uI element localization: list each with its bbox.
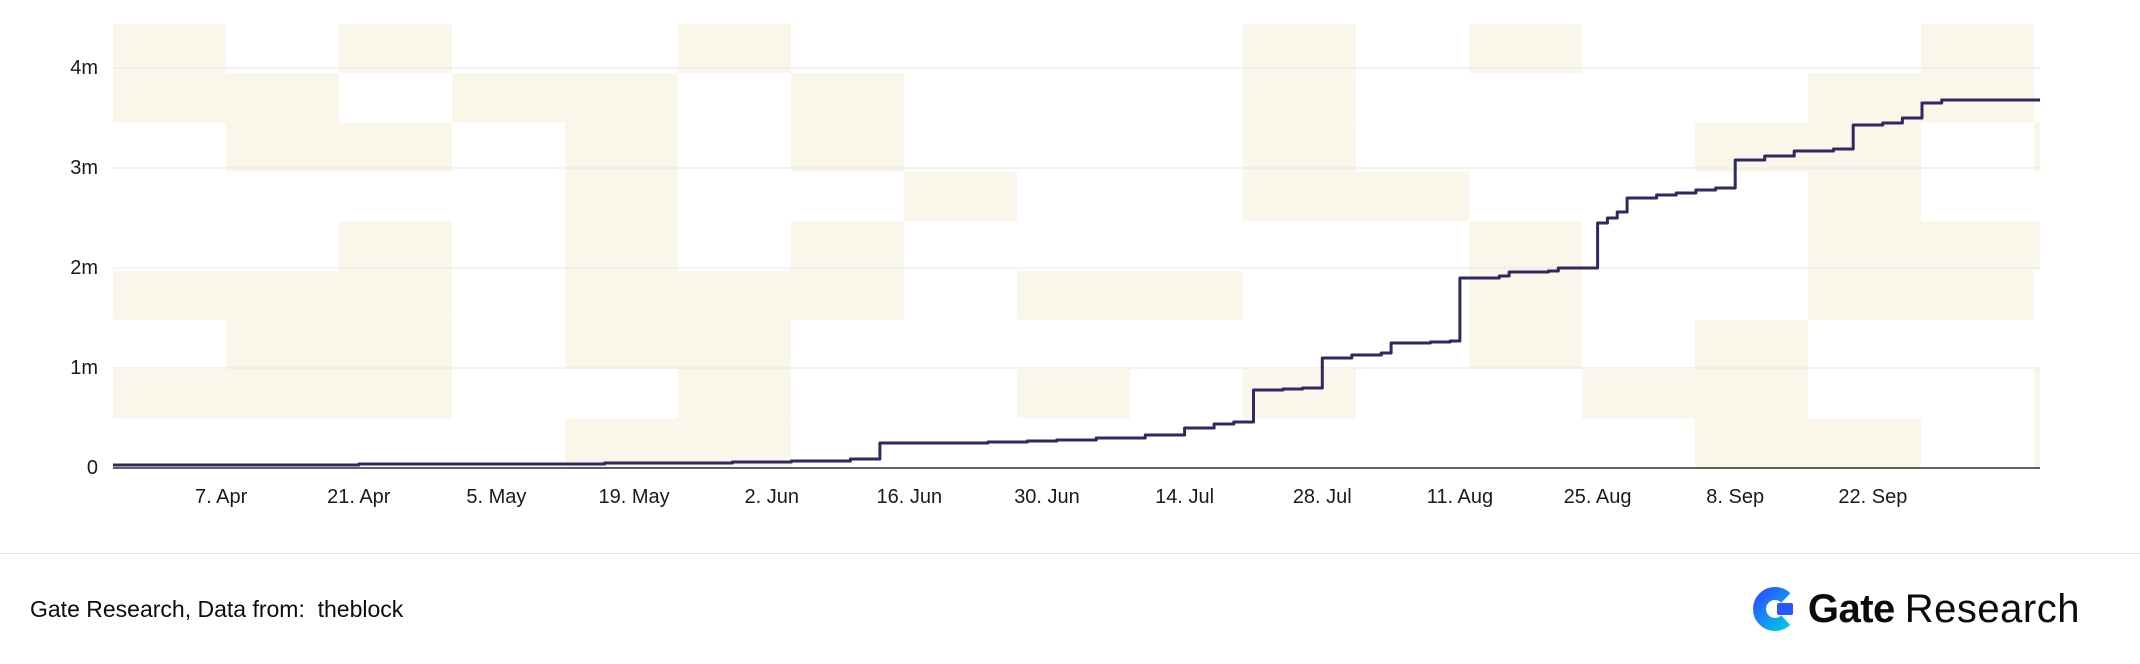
- x-tick-label: 22. Sep: [1838, 486, 1908, 508]
- x-tick-label: 11. Aug: [1426, 486, 1494, 508]
- brand-bold: Gate: [1807, 586, 1895, 631]
- brand: Gate Research: [1752, 586, 2080, 632]
- plot-area: [113, 24, 2040, 476]
- line-chart: [113, 24, 2040, 469]
- y-tick-label: 2m: [70, 257, 98, 279]
- x-tick-label: 7. Apr: [195, 486, 248, 508]
- footer-divider: [0, 553, 2140, 554]
- source-note: Gate Research, Data from: theblock: [30, 595, 404, 622]
- x-tick-label: 30. Jun: [1014, 486, 1080, 508]
- x-tick-label: 25. Aug: [1563, 486, 1632, 508]
- x-tick-label: 8. Sep: [1706, 486, 1765, 508]
- watermark-pattern: [113, 24, 2040, 468]
- x-tick-label: 14. Jul: [1155, 486, 1215, 508]
- x-tick-label: 21. Apr: [327, 486, 391, 508]
- y-tick-label: 1m: [70, 357, 98, 379]
- x-tick-label: 16. Jun: [876, 486, 943, 508]
- series-line: [113, 98, 2040, 467]
- footer: Gate Research, Data from: theblock Gate …: [0, 554, 2140, 664]
- y-tick-label: 4m: [70, 57, 98, 79]
- chart-card: 0 1m 2m 3m 4m 7. Apr 21. Apr 5. May 19. May 2. J…: [70, 24, 2040, 508]
- x-tick-label: 5. May: [466, 486, 527, 508]
- y-tick-label: 0: [86, 457, 98, 479]
- brand-regular: Research: [1904, 586, 2080, 631]
- x-tick-label: 28. Jul: [1292, 486, 1352, 508]
- y-tick-label: 3m: [70, 157, 98, 179]
- x-tick-label: 19. May: [598, 486, 670, 508]
- gate-logo-icon: [1752, 587, 1797, 631]
- x-tick-label: 2. Jun: [744, 486, 799, 508]
